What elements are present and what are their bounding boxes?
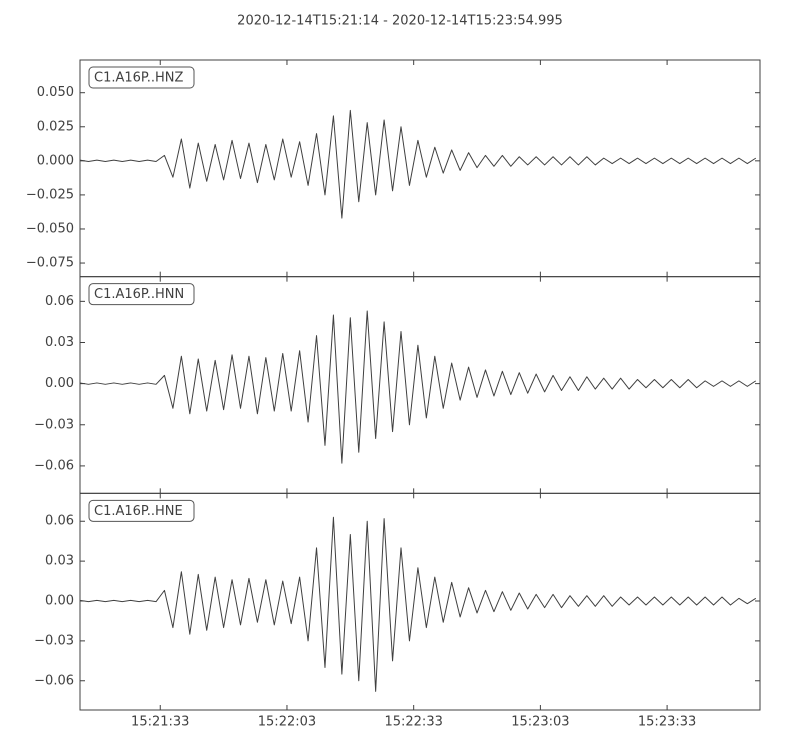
waveform: [79, 516, 757, 692]
waveform: [79, 310, 757, 464]
y-tick-label: −0.06: [34, 673, 74, 688]
y-tick-label: 0.050: [37, 85, 74, 100]
label-box: [88, 283, 195, 306]
y-tick-label: 0.06: [45, 294, 74, 309]
trace-label: C1.A16P..HNZ: [94, 71, 183, 86]
panel-frame: [79, 492, 761, 711]
y-tick-label: 0.03: [45, 554, 74, 569]
trace-label: C1.A16P..HNN: [94, 287, 184, 302]
y-tick-label: 0.025: [37, 119, 74, 134]
trace-label: C1.A16P..HNE: [94, 504, 183, 519]
y-tick-label: −0.03: [34, 633, 74, 648]
label-box: [88, 66, 195, 89]
y-tick-label: −0.050: [26, 221, 74, 236]
waveform: [79, 109, 757, 219]
y-tick-label: −0.06: [34, 458, 74, 473]
panel-frame: [79, 276, 761, 494]
label-box: [88, 499, 195, 522]
y-tick-label: −0.03: [34, 417, 74, 432]
y-tick-label: 0.06: [45, 514, 74, 529]
x-tick-label: 15:23:03: [511, 715, 569, 730]
y-tick-label: −0.075: [26, 256, 74, 271]
x-tick-label: 15:22:03: [258, 715, 316, 730]
chart-title: 2020-12-14T15:21:14 - 2020-12-14T15:23:5…: [237, 14, 563, 29]
y-tick-label: 0.000: [37, 153, 74, 168]
x-tick-label: 15:23:33: [638, 715, 696, 730]
y-tick-label: 0.03: [45, 335, 74, 350]
x-tick-label: 15:21:33: [131, 715, 189, 730]
panel-frame: [79, 59, 761, 278]
y-tick-label: 0.00: [45, 594, 74, 609]
x-tick-label: 15:22:33: [384, 715, 442, 730]
y-tick-label: 0.00: [45, 376, 74, 391]
y-tick-label: −0.025: [26, 187, 74, 202]
